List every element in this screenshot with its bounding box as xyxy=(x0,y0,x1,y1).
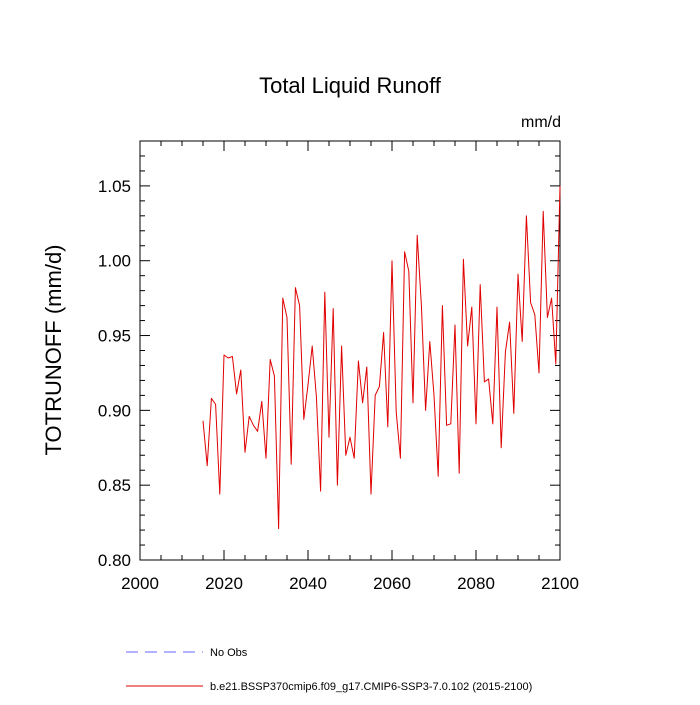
series-line xyxy=(202,185,561,530)
axes: 2000 2020 2040 2060 2080 2100 0.80 0.85 0.90 0.95… xyxy=(98,141,579,593)
y-tick-label: 0.80 xyxy=(98,551,131,570)
legend-label: b.e21.BSSP370cmip6.f09_g17.CMIP6-SSP3-7.… xyxy=(210,681,532,693)
legend: No Obs b.e21.BSSP370cmip6.f09_g17.CMIP6-S… xyxy=(126,647,532,693)
x-tick-label: 2100 xyxy=(541,574,579,593)
x-tick-label: 2060 xyxy=(373,574,411,593)
plot-frame xyxy=(139,140,561,561)
y-tick-label: 0.90 xyxy=(98,401,131,420)
units-label: mm/d xyxy=(521,114,561,131)
x-tick-label: 2000 xyxy=(121,574,159,593)
y-tick-label: 1.00 xyxy=(98,252,131,271)
y-tick-label: 0.85 xyxy=(98,476,131,495)
y-tick-label: 0.95 xyxy=(98,327,131,346)
y-axis-label: TOTRUNOFF (mm/d) xyxy=(41,244,66,455)
x-tick-label: 2020 xyxy=(205,574,243,593)
y-tick-label: 1.05 xyxy=(98,177,131,196)
legend-label: No Obs xyxy=(210,647,248,659)
x-tick-label: 2080 xyxy=(457,574,495,593)
chart-title: Total Liquid Runoff xyxy=(259,73,442,98)
x-tick-label: 2040 xyxy=(289,574,327,593)
series-layer xyxy=(202,185,561,530)
